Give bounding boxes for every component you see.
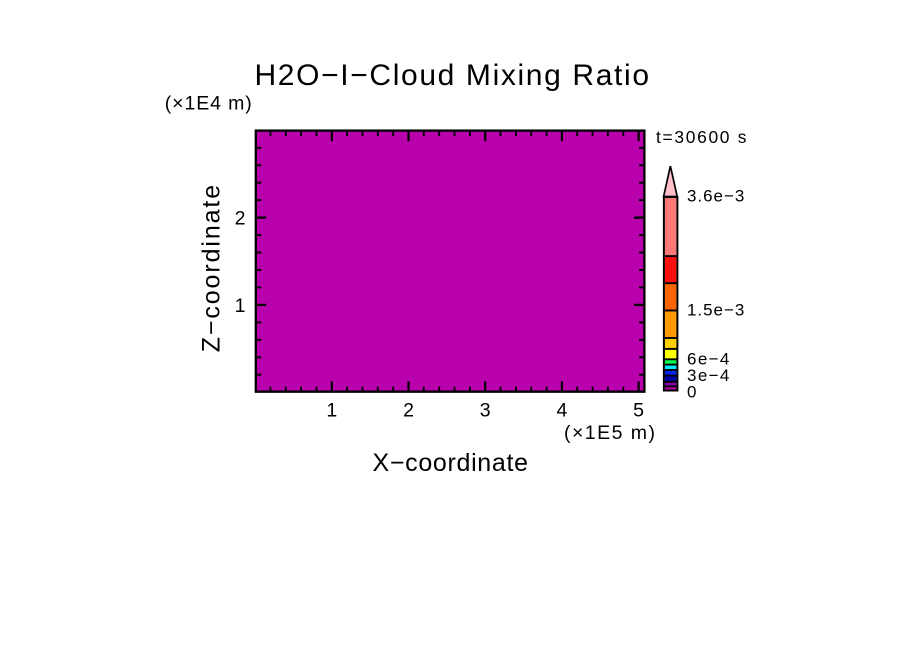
- svg-text:0: 0: [687, 382, 696, 401]
- svg-text:1: 1: [235, 295, 246, 317]
- svg-text:H2O−I−Cloud Mixing Ratio: H2O−I−Cloud Mixing Ratio: [255, 59, 650, 92]
- svg-text:1: 1: [326, 400, 337, 422]
- svg-text:(×1E5 m): (×1E5 m): [564, 422, 655, 444]
- svg-text:X−coordinate: X−coordinate: [373, 449, 529, 477]
- svg-text:1.5e−3: 1.5e−3: [687, 300, 744, 319]
- svg-text:5: 5: [633, 400, 644, 422]
- svg-text:Z−coordinate: Z−coordinate: [197, 185, 225, 353]
- svg-text:2: 2: [235, 208, 246, 230]
- svg-text:2: 2: [403, 400, 414, 422]
- svg-text:3: 3: [480, 400, 491, 422]
- svg-text:(×1E4 m): (×1E4 m): [165, 93, 252, 115]
- svg-text:t=30600 s: t=30600 s: [656, 127, 747, 147]
- svg-text:4: 4: [556, 400, 567, 422]
- svg-text:3.6e−3: 3.6e−3: [687, 187, 744, 206]
